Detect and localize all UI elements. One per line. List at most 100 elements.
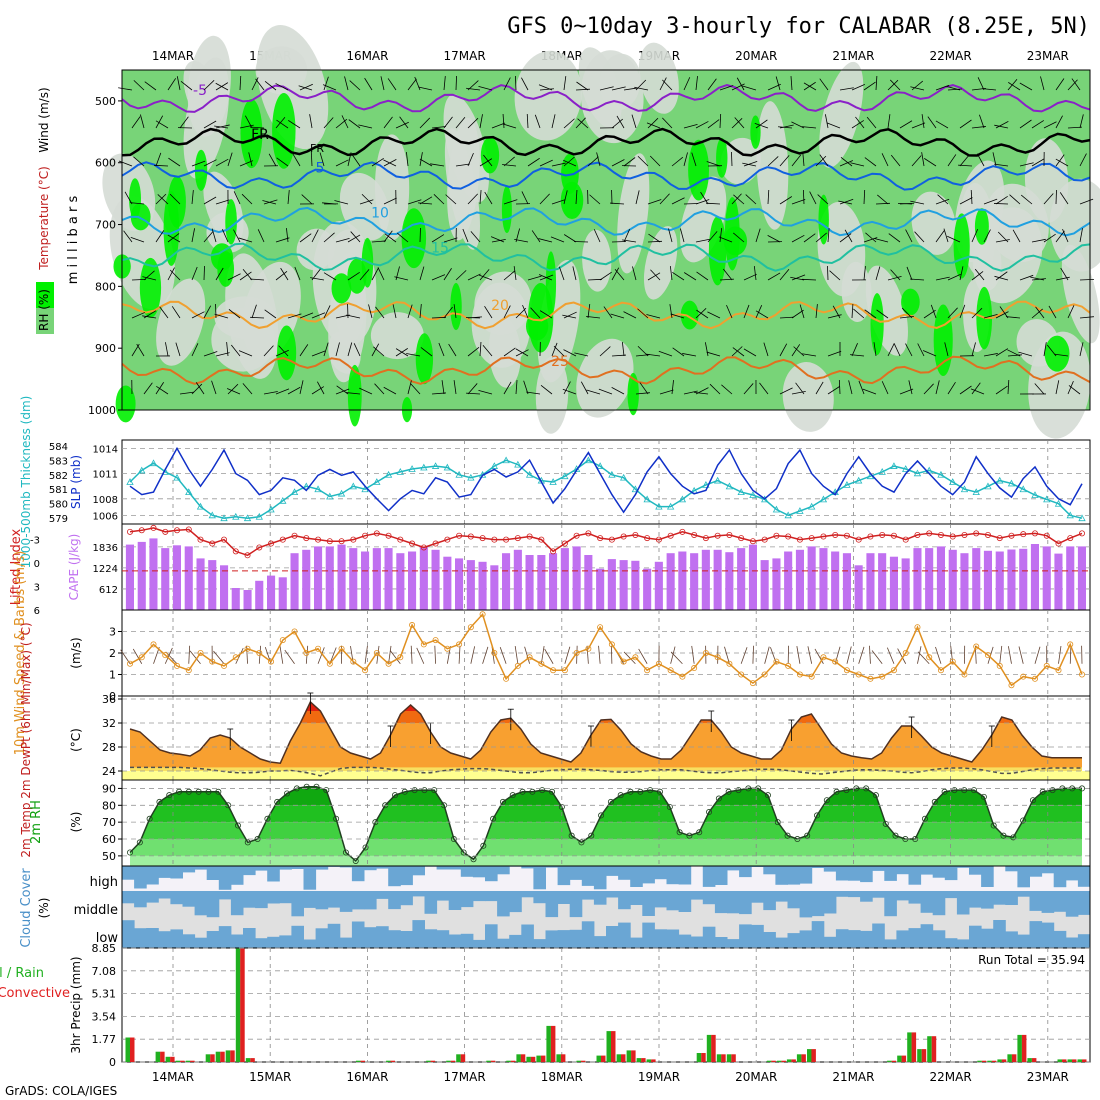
cloud-high (569, 866, 583, 880)
rh-line-marker (146, 815, 153, 822)
cloud-low (206, 931, 220, 948)
wind-barb (1007, 349, 1021, 357)
wind-barb (361, 193, 373, 205)
lifted-index-line-marker (503, 536, 510, 543)
cloud-middle (218, 891, 232, 900)
thickness-tick-label: 580 (49, 500, 68, 511)
wind-barb (323, 342, 329, 357)
wind-barb (180, 81, 193, 91)
precip-convective-bar (160, 1051, 165, 1062)
pressure-tick-label: 800 (95, 280, 116, 293)
precip-total-bar (696, 1053, 702, 1062)
rh-line-marker (333, 815, 340, 822)
thickness-line-marker (196, 502, 205, 510)
thickness-line-marker (913, 469, 922, 477)
cloud-middle (134, 891, 147, 908)
thickness-line-marker (396, 468, 404, 475)
wind-barb (1060, 267, 1069, 281)
surface-wind-barb (814, 648, 824, 664)
cape-bar (878, 553, 887, 610)
wind-barb (799, 304, 805, 319)
cape-bar (842, 553, 851, 610)
pressure-tick-label: 700 (95, 219, 116, 232)
wind-barb (233, 229, 241, 243)
cloud-low (714, 937, 728, 948)
cape-bar (478, 561, 487, 610)
wind-barb (778, 126, 793, 129)
wind-barb (203, 120, 217, 129)
wind-speed-line-marker (996, 662, 1003, 669)
cloud-high (1065, 866, 1079, 881)
wind-barb (521, 77, 529, 91)
lifted-index-axis-label: Lifted Index (9, 528, 24, 605)
thickness-line-marker (1054, 499, 1063, 507)
temp-band (130, 767, 1082, 771)
thickness-line-marker (666, 502, 675, 510)
cloud-high (606, 866, 619, 876)
lifted-index-line-marker (197, 536, 204, 543)
wind-speed-line-marker (561, 667, 568, 674)
wind-barb (406, 353, 421, 357)
wind-barb (1007, 79, 1018, 91)
rh-line-marker (696, 829, 703, 836)
rh-line-marker (804, 832, 811, 839)
wind-barb (322, 202, 337, 205)
wind-barb (420, 347, 433, 357)
wind-barb (136, 343, 145, 357)
wind-barb (292, 153, 301, 167)
wind-barb (802, 126, 817, 129)
wind-barb (1007, 354, 1022, 357)
precip-convective-bar (1082, 1059, 1087, 1062)
wind-barb (551, 199, 566, 205)
thickness-line-marker (608, 470, 616, 478)
wind-barb (316, 381, 325, 395)
thickness-line-marker (772, 505, 781, 513)
wind-barb (827, 386, 840, 395)
lifted-index-line-marker (597, 535, 604, 542)
wind-barb (155, 382, 164, 395)
wind-barb (732, 347, 745, 357)
rh-moist-patch (331, 273, 352, 304)
lifted-index-line-marker (984, 531, 991, 538)
thickness-line-marker (960, 485, 969, 493)
surface-wind-barb (623, 651, 636, 665)
wind-barb (863, 81, 876, 91)
lifted-index-line-marker (902, 536, 909, 543)
precip-convective-bar (250, 1058, 255, 1062)
wind-barb (1067, 305, 1075, 319)
thickness-line-marker (949, 478, 957, 485)
wind-barb (927, 116, 937, 129)
wind-barb (593, 229, 601, 243)
wind-barb (917, 343, 925, 357)
wind-barb (264, 80, 277, 91)
cape-bar (819, 548, 828, 610)
cloud-low (339, 937, 353, 948)
rh-line-marker (764, 792, 771, 799)
pressure-tick-label: 1000 (88, 404, 116, 417)
rh-line-marker (568, 832, 575, 839)
cloud-middle (182, 891, 196, 907)
wind-barb (503, 347, 516, 357)
precip-convective-bar (520, 1054, 526, 1062)
wind-speed-line-marker (491, 650, 498, 657)
wind-barb (395, 348, 409, 357)
wind-barb (275, 83, 289, 91)
wind-barb (264, 309, 277, 319)
cloud-middle (533, 891, 546, 904)
rh-moist-patch (167, 176, 186, 228)
wind-barb (683, 77, 691, 91)
date-label-top: 23MAR (1027, 49, 1069, 63)
wind-barb (662, 117, 673, 129)
cape-bar (172, 545, 181, 610)
cloud-middle (1029, 891, 1043, 911)
precip-convective-bar (1062, 1059, 1067, 1062)
wind-speed-line-marker (785, 662, 792, 669)
wind-speed-line-marker (279, 637, 286, 644)
lifted-index-line-marker (749, 538, 756, 545)
wind-barb (959, 385, 972, 395)
cloud-high (545, 866, 559, 868)
wind-barb (257, 229, 265, 243)
wind-barb (995, 195, 1008, 205)
cloud-high (581, 866, 595, 886)
lifted-index-line-marker (620, 533, 627, 540)
